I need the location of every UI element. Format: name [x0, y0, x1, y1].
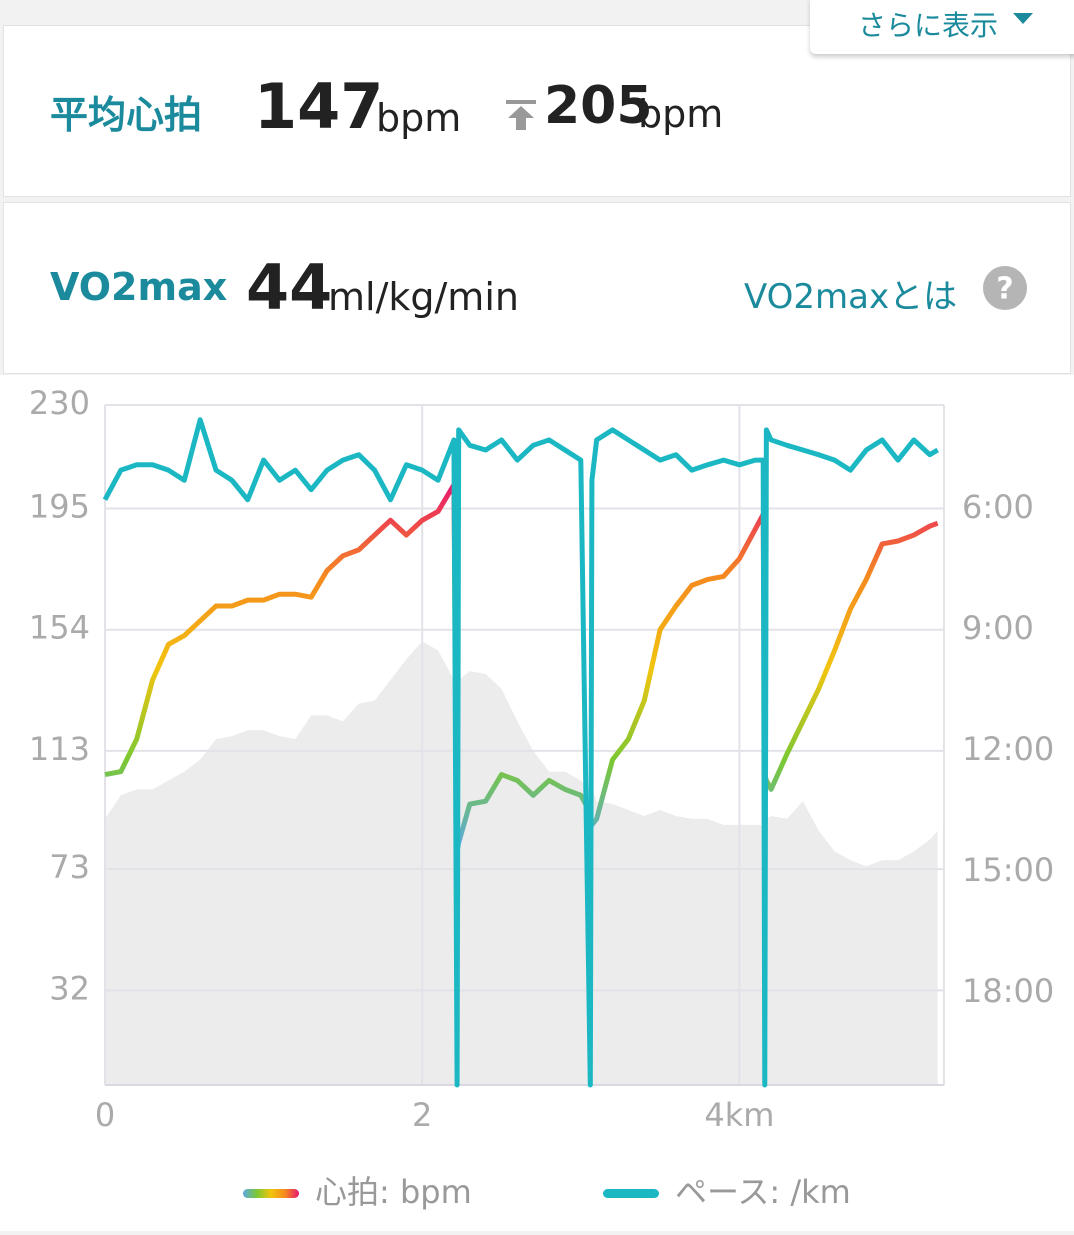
y-tick-label: 195	[29, 487, 90, 525]
label: VO2max	[50, 265, 228, 309]
y2-tick-label: 12:00	[962, 730, 1054, 768]
x-tick-label: 0	[95, 1096, 115, 1134]
y-tick-label: 32	[49, 969, 90, 1007]
y2-tick-label: 9:00	[962, 609, 1034, 647]
label: 平均心拍	[50, 93, 203, 137]
y-tick-label: 154	[29, 609, 90, 647]
more-button[interactable]: さらに表示	[810, 0, 1074, 54]
y2-tick-label: 18:00	[962, 972, 1054, 1010]
legend-label: ペース: /km	[675, 1173, 851, 1211]
unit: bpm	[376, 96, 462, 140]
vo2max-value: 44	[246, 251, 333, 324]
y-tick-label: 230	[29, 384, 90, 422]
average-value: 147	[254, 70, 384, 143]
x-tick-label: 2	[412, 1096, 432, 1134]
line	[102, 417, 939, 1088]
more-label[interactable]: さらに表示	[858, 9, 999, 42]
info-link[interactable]: VO2maxとは	[744, 277, 958, 317]
help-icon[interactable]: ?	[982, 265, 1028, 311]
max-icon	[506, 100, 536, 130]
unit: ml/kg/min	[328, 275, 519, 319]
y2-tick-label: 15:00	[962, 851, 1054, 889]
line	[104, 482, 939, 854]
legend: 心拍: bpm ペース: /km	[243, 1173, 851, 1211]
y2-tick-label: 6:00	[962, 488, 1034, 526]
y-tick-label: 113	[29, 730, 90, 768]
vo2max-card: VO2max 44 ml/kg/min VO2maxとは ?	[3, 202, 1071, 374]
legend-swatch	[243, 1189, 299, 1198]
chart-panel: 32 73 113 154 195 230 6:00 9:00 12:00 15:00 18:00 0…	[0, 375, 1074, 1231]
area	[105, 641, 938, 1085]
chart: 32 73 113 154 195 230 6:00 9:00 12:00 15:00 18:00 0…	[29, 384, 1054, 1211]
x-tick-label: 4km	[704, 1096, 774, 1134]
max-value: 205	[544, 76, 653, 136]
unit: bpm	[638, 92, 724, 136]
legend-label: 心拍: bpm	[315, 1173, 472, 1211]
y-tick-label: 73	[49, 848, 90, 886]
legend-swatch	[603, 1189, 659, 1198]
dropdown-icon	[1013, 13, 1033, 24]
svg-text:?: ?	[996, 272, 1013, 307]
